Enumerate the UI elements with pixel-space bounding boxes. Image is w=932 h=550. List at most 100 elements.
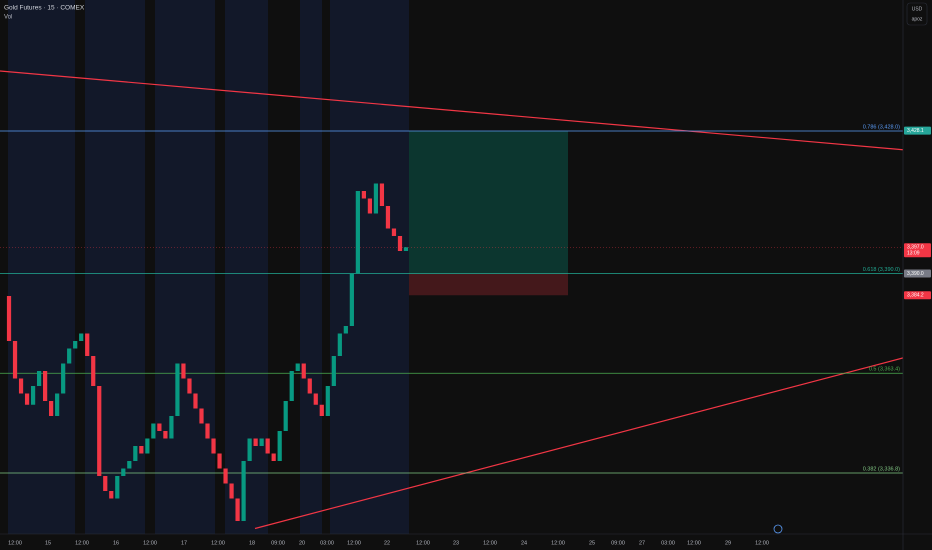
target-zone (409, 131, 568, 274)
candle (241, 461, 246, 521)
candle (79, 333, 84, 341)
x-tick-label: 12:00 (211, 540, 225, 546)
candle (223, 468, 228, 484)
currency[interactable]: USD (912, 6, 923, 12)
x-tick-label: 22 (384, 540, 390, 546)
candle (211, 438, 216, 454)
x-tick-label: 12:00 (75, 540, 89, 546)
x-tick-label: 12:00 (687, 540, 701, 546)
chart-title: Gold Futures · 15 · COMEX (4, 5, 85, 12)
candle (325, 386, 330, 416)
candle (259, 438, 264, 446)
x-tick-label: 12:00 (143, 540, 157, 546)
candle (205, 423, 210, 439)
fib-label: 0.786 (3,428.0) (863, 124, 900, 130)
candle (30, 386, 36, 405)
candle (157, 423, 162, 431)
scroll-button[interactable] (773, 524, 783, 534)
candle (187, 378, 192, 394)
session-band (8, 0, 75, 534)
badge-label: 3,397.0 (907, 245, 924, 251)
x-tick-label: 29 (725, 540, 731, 546)
candle (49, 401, 54, 416)
candle (307, 378, 312, 394)
candle (397, 236, 403, 251)
price-badge: 3,428.1 (904, 126, 931, 135)
x-tick-label: 27 (639, 540, 645, 546)
candle (97, 386, 102, 476)
candle (175, 363, 180, 416)
candle (67, 348, 72, 364)
session-band (300, 0, 322, 534)
candle (151, 423, 156, 439)
candle (115, 476, 120, 499)
candle (91, 356, 96, 386)
candle (163, 431, 168, 439)
candle (319, 404, 324, 416)
candle (313, 393, 318, 405)
session-shading (8, 0, 409, 534)
candle (391, 228, 397, 236)
x-tick-label: 12:00 (347, 540, 361, 546)
candle (181, 363, 186, 379)
candle (283, 401, 288, 431)
session-band (155, 0, 215, 534)
candle (127, 461, 132, 469)
candle (109, 491, 114, 499)
candle (349, 273, 354, 326)
candle (55, 393, 60, 416)
candle (277, 431, 282, 461)
currency-box[interactable] (906, 2, 928, 26)
x-tick-label: 24 (521, 540, 527, 546)
fib-label: 0.382 (3,336.8) (863, 466, 900, 472)
fib-label: 0.618 (3,390.0) (863, 267, 900, 273)
candle (24, 393, 30, 405)
x-tick-label: 09:00 (271, 540, 285, 546)
candle (121, 468, 126, 476)
session-band (85, 0, 145, 534)
badge-box (904, 269, 931, 278)
volume-label: Vol (4, 15, 12, 21)
badge-box (904, 243, 931, 258)
x-tick-label: 12:00 (483, 540, 497, 546)
candle (367, 198, 373, 214)
x-tick-label: 16 (113, 540, 119, 546)
candle (139, 446, 144, 454)
x-tick-label: 17 (181, 540, 187, 546)
user: apoz (912, 16, 923, 22)
candle (289, 371, 294, 401)
badge-label: 3,390.0 (907, 271, 924, 277)
price-badge: 3,390.0 (904, 269, 931, 278)
price-badge: 3,384.2 (904, 291, 931, 300)
session-band (225, 0, 268, 534)
fib-label: 0.5 (3,363.4) (869, 367, 900, 373)
candle (373, 183, 379, 214)
candle (12, 341, 18, 379)
candle (145, 438, 150, 454)
badge-box (904, 291, 931, 300)
x-tick-label: 12:00 (8, 540, 22, 546)
candle (295, 363, 300, 371)
candle (265, 438, 270, 454)
candle (247, 438, 252, 461)
x-tick-label: 25 (589, 540, 595, 546)
candle (361, 191, 366, 199)
candle (253, 438, 258, 446)
candle (331, 356, 336, 386)
candle (355, 191, 360, 274)
candle (235, 498, 240, 521)
candle (169, 416, 174, 439)
x-tick-label: 15 (45, 540, 51, 546)
trend-line (254, 356, 907, 530)
x-tick-label: 23 (453, 540, 459, 546)
candle (193, 393, 198, 409)
trend-line (0, 70, 904, 151)
x-tick-label: 09:00 (611, 540, 625, 546)
x-tick-label: 03:00 (320, 540, 334, 546)
badge-label: 3,428.1 (907, 128, 924, 134)
candle (343, 326, 348, 334)
session-band (330, 0, 409, 534)
candle (18, 378, 24, 394)
